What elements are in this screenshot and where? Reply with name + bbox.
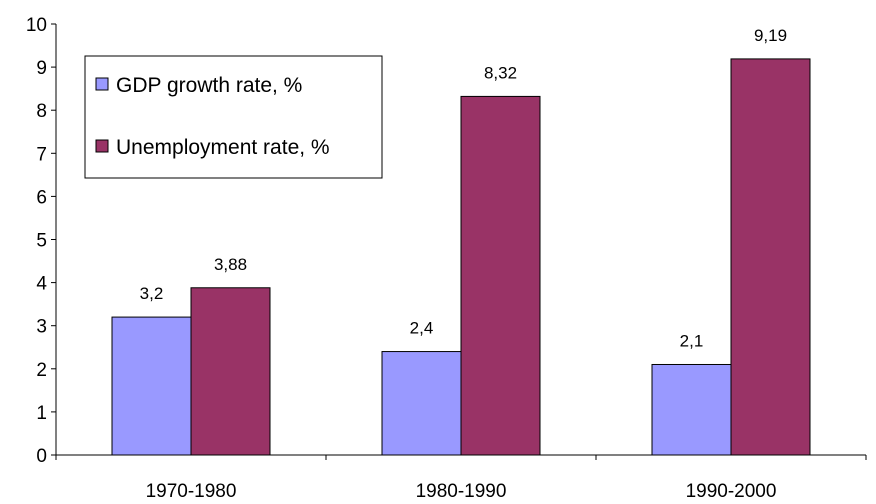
bar [730,58,811,456]
y-tick-label: 3 [36,317,47,338]
legend-swatch-unemployment [95,139,109,153]
y-tick-label: 1 [36,403,47,424]
x-tick-label: 1990-2000 [686,481,777,502]
legend-label-unemployment: Unemployment rate, % [116,136,330,159]
y-tick-label: 5 [36,231,47,252]
bar [381,351,462,456]
x-tick-label: 1970-1980 [146,481,237,502]
bar [460,95,541,456]
y-tick-label: 7 [36,144,47,165]
data-labels: 3,2 2,4 2,1 3,88 8,32 9,19 [140,26,787,351]
bar [111,316,192,456]
bar [190,287,271,456]
data-label: 3,88 [214,255,247,274]
legend: GDP growth rate, % Unemployment rate, % [84,55,383,179]
bar [651,363,732,456]
y-tick-label: 4 [36,274,47,295]
y-tick-label: 2 [36,360,47,381]
x-tick-label: 1980-1990 [416,481,507,502]
y-tick-label: 0 [36,446,47,467]
data-label: 8,32 [484,63,517,82]
legend-swatch-gdp [95,77,109,91]
y-tick-label: 6 [36,187,47,208]
legend-box [84,55,383,179]
legend-label-gdp: GDP growth rate, % [116,74,302,97]
data-label: 9,19 [754,26,787,45]
y-tick-label: 9 [36,58,47,79]
axes: 0 1 2 3 4 5 6 7 8 9 10 1970-1980 1980-1990 1990-2000 [26,15,867,502]
y-tick-label: 10 [26,15,47,36]
data-label: 3,2 [140,284,164,303]
data-label: 2,4 [410,319,434,338]
y-tick-label: 8 [36,101,47,122]
data-label: 2,1 [680,331,704,350]
bars [111,58,811,456]
